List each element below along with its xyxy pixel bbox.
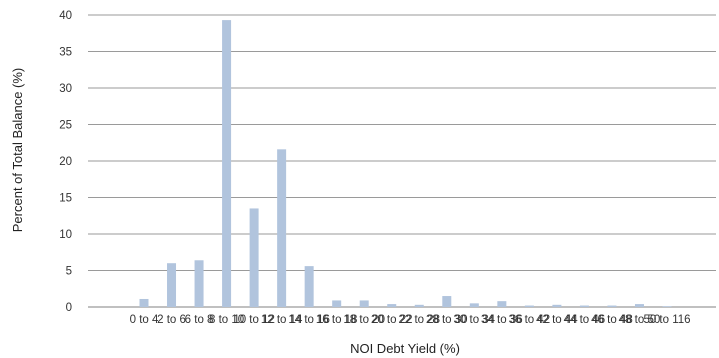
bar: [194, 260, 204, 307]
bar: [469, 303, 479, 307]
bar: [222, 20, 232, 308]
x-tick-label: 30 to 34: [454, 314, 496, 326]
x-tick-label: 34 to 36: [481, 314, 523, 326]
y-tick-labels: 0 5 10 15 20 25 30 35 40: [59, 10, 72, 314]
bar: [167, 263, 177, 307]
bar: [634, 304, 644, 307]
x-tick-label: 22 to 28: [398, 314, 440, 326]
x-tick-label: 10 to 12: [233, 314, 275, 326]
bar: [249, 208, 259, 307]
x-tick-label: 50 to 116: [643, 314, 690, 326]
x-tick-label: 48 to 50: [619, 314, 661, 326]
bar: [332, 300, 342, 307]
bar: [662, 306, 672, 307]
y-tick-label: 0: [66, 302, 72, 314]
y-tick-label: 40: [59, 10, 72, 22]
x-tick-label: 6 to 8: [185, 314, 214, 326]
bar: [387, 304, 397, 307]
x-tick-label: 14 to 16: [288, 314, 330, 326]
bar: [497, 301, 507, 307]
bar: [359, 300, 369, 307]
y-tick-label: 10: [59, 229, 72, 241]
y-tick-label: 35: [59, 47, 72, 59]
bar: [524, 305, 534, 307]
x-tick-label: 46 to 48: [591, 314, 633, 326]
y-axis-title: Percent of Total Balance (%): [10, 68, 25, 233]
y-tick-label: 30: [59, 83, 72, 95]
x-tick-label: 36 to 42: [509, 314, 551, 326]
y-tick-label: 20: [59, 156, 72, 168]
x-tick-label: 44 to 46: [564, 314, 606, 326]
y-tick-label: 5: [66, 266, 72, 278]
x-tick-label: 16 to 18: [316, 314, 358, 326]
x-tick-label: 42 to 44: [536, 314, 578, 326]
bar: [414, 304, 424, 307]
bars: [139, 20, 672, 308]
x-axis-title: NOI Debt Yield (%): [350, 341, 460, 356]
x-tick-label: 8 to 10: [209, 314, 244, 326]
bar: [579, 305, 589, 307]
bar: [277, 149, 287, 307]
x-tick-label: 12 to 14: [261, 314, 303, 326]
x-tick-label: 28 to 30: [426, 314, 468, 326]
y-tick-label: 25: [59, 120, 72, 132]
bar: [304, 266, 314, 307]
bar: [607, 305, 617, 307]
gridlines: [88, 14, 716, 308]
x-tick-label: 18 to 20: [343, 314, 385, 326]
bar: [139, 298, 149, 307]
x-tick-label: 2 to 6: [157, 314, 186, 326]
y-tick-label: 15: [59, 193, 72, 205]
bar: [552, 304, 562, 307]
x-tick-label: 0 to 4: [130, 314, 159, 326]
bar: [442, 296, 452, 307]
x-tick-label: 20 to 22: [371, 314, 413, 326]
